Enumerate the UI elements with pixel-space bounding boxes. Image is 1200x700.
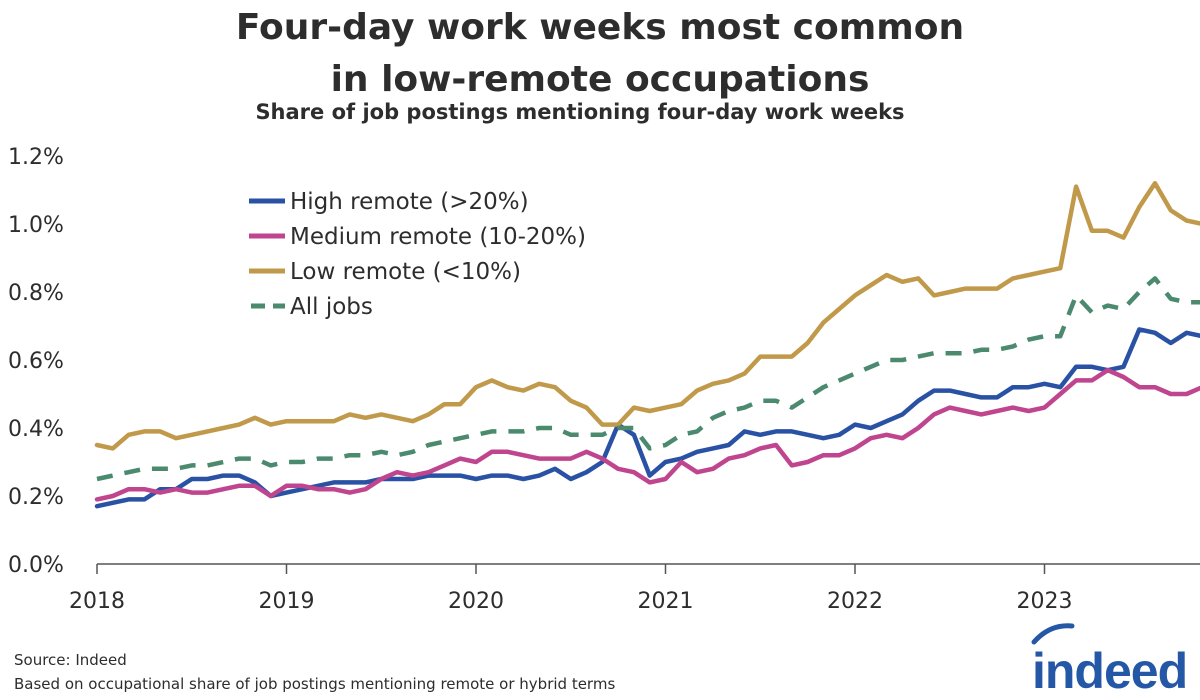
series-line-4 xyxy=(96,276,1200,482)
series-line-1 xyxy=(94,327,1200,509)
y-tick-label: 1.0% xyxy=(8,213,64,238)
svg-text:indeed: indeed xyxy=(1032,643,1187,698)
y-tick-label: 0.0% xyxy=(8,553,64,578)
indeed-logo: indeed xyxy=(1031,623,1188,698)
legend-label: High remote (>20%) xyxy=(290,189,529,215)
chart-subtitle: Share of job postings mentioning four-da… xyxy=(255,100,905,124)
x-tick-label: 2023 xyxy=(1017,589,1073,614)
x-tick-label: 2019 xyxy=(259,589,315,614)
chart-legend: High remote (>20%) Medium remote (10-20%)… xyxy=(249,189,586,320)
legend-label: Low remote (<10%) xyxy=(290,259,521,285)
x-tick-label: 2022 xyxy=(827,589,883,614)
x-tick-label: 2018 xyxy=(69,589,125,614)
x-tick-label: 2021 xyxy=(638,589,694,614)
chart-title-line-2: in low-remote occupations xyxy=(330,59,870,100)
methodology-note: Based on occupational share of job posti… xyxy=(14,675,616,693)
y-tick-label: 0.6% xyxy=(8,349,64,374)
chart-title-line-1: Four-day work weeks most common xyxy=(235,7,965,48)
y-tick-label: 0.4% xyxy=(8,417,64,442)
x-tick-label: 2020 xyxy=(448,589,504,614)
series-layer xyxy=(94,180,1200,509)
series-line-3 xyxy=(94,180,1200,451)
legend-label: All jobs xyxy=(290,294,373,320)
series-line-2 xyxy=(94,367,1200,502)
source-note: Source: Indeed xyxy=(14,651,127,669)
y-tick-label: 1.2% xyxy=(8,145,64,170)
legend-label: Medium remote (10-20%) xyxy=(290,224,586,250)
y-tick-label: 0.8% xyxy=(8,281,64,306)
chart-title: Four-day work weeks most common in low-r… xyxy=(0,2,1200,106)
chart-axes: 0.0% 0.2% 0.4% 0.6% 0.8% 1.0% 1.2% 2018 2019 2020… xyxy=(8,145,1200,614)
y-tick-label: 0.2% xyxy=(8,485,64,510)
